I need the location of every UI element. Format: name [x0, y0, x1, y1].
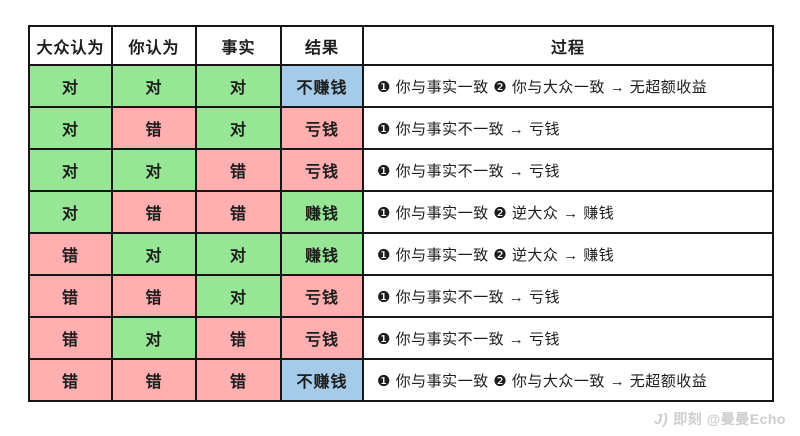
cell-result: 不赚钱	[282, 66, 364, 108]
cell-result: 亏钱	[282, 276, 364, 318]
cell-fact: 错	[197, 192, 282, 234]
cell-public: 错	[30, 234, 113, 276]
cell-fact: 对	[197, 108, 282, 150]
cell-fact: 错	[197, 318, 282, 360]
cell-result: 亏钱	[282, 150, 364, 192]
cell-you: 错	[113, 360, 197, 402]
cell-fact: 错	[197, 150, 282, 192]
cell-public: 错	[30, 360, 113, 402]
cell-you: 对	[113, 150, 197, 192]
cell-result: 赚钱	[282, 234, 364, 276]
cell-you: 错	[113, 192, 197, 234]
jike-logo-icon: J)	[653, 410, 669, 428]
header-result: 结果	[282, 27, 364, 66]
watermark-text: 即刻 @曼曼Echo	[673, 411, 786, 427]
cell-fact: 对	[197, 234, 282, 276]
outcome-table: 大众认为 你认为 事实 结果 过程 对 对 对 不赚钱 ❶ 你与事实一致 ❷ 你…	[28, 25, 774, 402]
cell-result: 亏钱	[282, 318, 364, 360]
header-your-opinion: 你认为	[113, 27, 197, 66]
cell-process: ❶ 你与事实一致 ❷ 逆大众 → 赚钱	[364, 234, 774, 276]
cell-you: 对	[113, 318, 197, 360]
cell-fact: 对	[197, 276, 282, 318]
cell-process: ❶ 你与事实一致 ❷ 逆大众 → 赚钱	[364, 192, 774, 234]
cell-process: ❶ 你与事实不一致 → 亏钱	[364, 318, 774, 360]
cell-public: 对	[30, 66, 113, 108]
cell-public: 对	[30, 108, 113, 150]
cell-result: 亏钱	[282, 108, 364, 150]
cell-public: 对	[30, 192, 113, 234]
cell-fact: 对	[197, 66, 282, 108]
header-public-opinion: 大众认为	[30, 27, 113, 66]
header-fact: 事实	[197, 27, 282, 66]
header-process: 过程	[364, 27, 774, 66]
cell-you: 对	[113, 66, 197, 108]
cell-result: 赚钱	[282, 192, 364, 234]
cell-process: ❶ 你与事实一致 ❷ 你与大众一致 → 无超额收益	[364, 66, 774, 108]
cell-public: 错	[30, 276, 113, 318]
cell-process: ❶ 你与事实不一致 → 亏钱	[364, 276, 774, 318]
cell-process: ❶ 你与事实不一致 → 亏钱	[364, 108, 774, 150]
cell-public: 对	[30, 150, 113, 192]
cell-fact: 错	[197, 360, 282, 402]
cell-public: 错	[30, 318, 113, 360]
cell-you: 错	[113, 108, 197, 150]
cell-process: ❶ 你与事实一致 ❷ 你与大众一致 → 无超额收益	[364, 360, 774, 402]
cell-you: 对	[113, 234, 197, 276]
cell-result: 不赚钱	[282, 360, 364, 402]
cell-you: 错	[113, 276, 197, 318]
cell-process: ❶ 你与事实不一致 → 亏钱	[364, 150, 774, 192]
watermark: J) 即刻 @曼曼Echo	[654, 409, 786, 429]
